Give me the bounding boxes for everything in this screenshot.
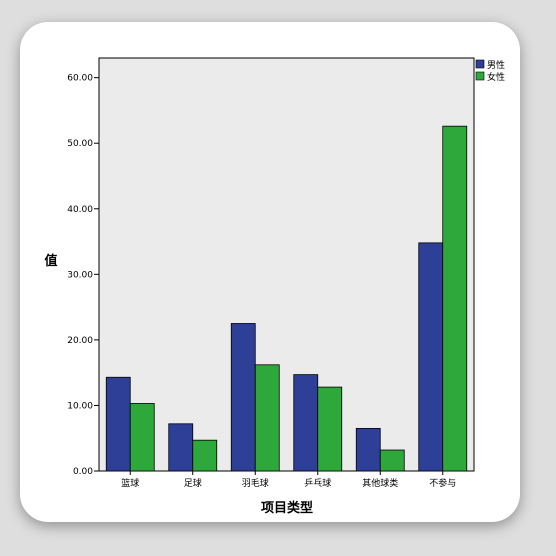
- y-axis-title: 值: [44, 253, 57, 269]
- x-tick-label: 篮球: [121, 477, 139, 489]
- bar-2-2: [192, 439, 218, 472]
- x-tick-label: 乒乓球: [304, 477, 331, 489]
- bars-group: [105, 125, 468, 472]
- bar-2-4: [317, 386, 343, 472]
- bar-2-5: [379, 449, 405, 472]
- y-tick-label: 10.00: [67, 401, 93, 411]
- y-tick-label: 50.00: [67, 139, 93, 149]
- bar-1-2: [168, 423, 194, 472]
- x-tick-label: 其他球类: [362, 477, 398, 489]
- bar-1-5: [355, 427, 381, 472]
- bar-1-1: [105, 376, 131, 472]
- x-tick-label: 足球: [184, 477, 202, 489]
- bar-2-6: [442, 125, 468, 472]
- bar-1-4: [293, 374, 319, 472]
- y-tick-label: 60.00: [67, 74, 93, 84]
- plot-area: [98, 57, 475, 472]
- y-tick-label: 20.00: [67, 336, 93, 346]
- y-tick-label: 40.00: [67, 205, 93, 215]
- y-tick-label: 0.00: [73, 467, 93, 477]
- legend-label: 男性: [487, 59, 505, 71]
- legend-label: 女性: [487, 71, 505, 83]
- bar-1-3: [230, 323, 256, 472]
- legend-swatch: [475, 59, 485, 69]
- y-tick-label: 30.00: [67, 270, 93, 280]
- x-tick-label: 羽毛球: [242, 477, 269, 489]
- x-tick-label: 不参与: [429, 477, 456, 489]
- bar-2-1: [129, 403, 155, 472]
- bar-1-6: [418, 242, 444, 472]
- legend-swatch: [475, 71, 485, 81]
- y-axis: 0.00 10.00 20.00 30.00 40.00 50.00 60.00: [67, 74, 99, 477]
- bar-2-3: [254, 364, 280, 472]
- x-axis: 篮球 足球 羽毛球 乒乓球 其他球类 不参与: [121, 471, 456, 489]
- x-axis-title: 项目类型: [261, 500, 313, 516]
